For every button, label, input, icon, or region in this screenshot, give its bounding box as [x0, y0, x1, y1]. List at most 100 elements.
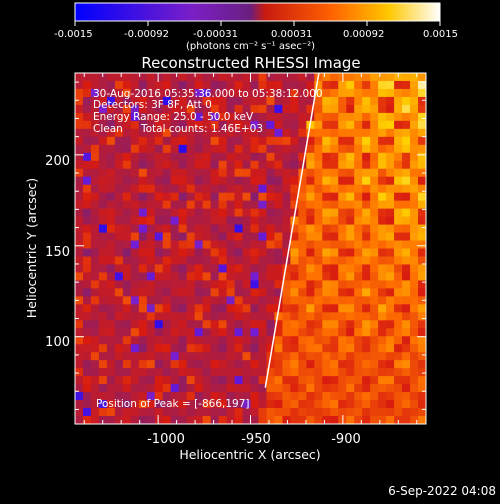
heatmap-cell: [202, 312, 212, 321]
heatmap-cell: [330, 376, 339, 385]
heatmap-cell: [114, 224, 124, 233]
heatmap-cell: [290, 200, 299, 210]
heatmap-cell: [346, 400, 355, 409]
heatmap-cell: [75, 168, 84, 178]
heatmap-cell: [410, 336, 419, 345]
heatmap-cell: [378, 208, 387, 217]
heatmap-cell: [146, 408, 156, 417]
heatmap-cell: [122, 184, 132, 194]
heatmap-cell: [106, 272, 116, 281]
heatmap-cell: [258, 320, 267, 329]
heatmap-cell: [122, 240, 132, 249]
heatmap-cell: [410, 216, 419, 225]
heatmap-cell: [234, 400, 243, 409]
heatmap-cell: [322, 256, 331, 265]
heatmap-cell: [154, 320, 164, 329]
heatmap-cell: [378, 224, 387, 233]
heatmap-cell: [154, 336, 164, 345]
heatmap-cell: [210, 168, 219, 178]
heatmap-cell: [258, 296, 267, 305]
heatmap-cell: [162, 248, 172, 257]
heatmap-cell: [186, 344, 196, 353]
heatmap-cell: [410, 128, 419, 138]
heatmap-cell: [170, 336, 180, 345]
heatmap-cell: [98, 80, 108, 90]
heatmap-cell: [290, 344, 299, 353]
heatmap-cell: [346, 240, 355, 249]
heatmap-cell: [210, 80, 219, 90]
heatmap-cell: [202, 360, 212, 369]
heatmap-cell: [250, 216, 259, 225]
heatmap-cell: [122, 136, 132, 146]
heatmap-cell: [314, 320, 323, 329]
heatmap-cell: [154, 344, 164, 353]
heatmap-cell: [242, 152, 251, 162]
heatmap-cell: [210, 200, 219, 210]
heatmap-cell: [98, 88, 108, 98]
heatmap-cell: [226, 280, 235, 289]
heatmap-cell: [162, 160, 172, 170]
heatmap-cell: [322, 184, 331, 194]
heatmap-cell: [346, 264, 355, 273]
heatmap-cell: [338, 128, 347, 138]
heatmap-cell: [75, 320, 84, 329]
heatmap-cell: [194, 288, 204, 297]
heatmap-cell: [362, 200, 371, 210]
heatmap-cell: [274, 296, 283, 305]
heatmap-cell: [378, 376, 387, 385]
heatmap-cell: [410, 384, 419, 393]
heatmap-cell: [130, 144, 140, 154]
heatmap-cell: [98, 312, 108, 321]
heatmap-cell: [202, 320, 212, 329]
heatmap-cell: [394, 256, 403, 265]
heatmap-cell: [282, 352, 291, 361]
heatmap-cell: [218, 272, 227, 281]
heatmap-cell: [290, 144, 299, 154]
heatmap-cell: [178, 128, 188, 138]
heatmap-cell: [170, 416, 180, 424]
heatmap-cell: [274, 112, 283, 122]
heatmap-cell: [418, 304, 426, 313]
heatmap-cell: [314, 376, 323, 385]
heatmap-cell: [210, 160, 219, 170]
heatmap-cell: [378, 232, 387, 241]
heatmap-cell: [218, 128, 227, 138]
heatmap-cell: [146, 88, 156, 98]
heatmap-cell: [242, 240, 251, 249]
heatmap-cell: [370, 73, 379, 82]
heatmap-cell: [82, 344, 92, 353]
heatmap-cell: [298, 264, 307, 273]
heatmap-cell: [114, 120, 124, 130]
heatmap-cell: [378, 73, 387, 82]
heatmap-cell: [75, 280, 84, 289]
heatmap-cell: [146, 80, 156, 90]
heatmap-cell: [346, 352, 355, 361]
heatmap-cell: [162, 224, 172, 233]
heatmap-cell: [218, 136, 227, 146]
heatmap-cell: [402, 248, 411, 257]
heatmap-cell: [75, 184, 84, 194]
heatmap-cell: [130, 200, 140, 210]
heatmap-cell: [90, 360, 100, 369]
heatmap-cell: [162, 416, 172, 424]
heatmap-cell: [178, 376, 188, 385]
heatmap-cell: [298, 344, 307, 353]
heatmap-cell: [90, 384, 100, 393]
heatmap-cell: [386, 73, 395, 82]
heatmap-cell: [162, 264, 172, 273]
heatmap-cell: [178, 176, 188, 186]
heatmap-cell: [98, 392, 108, 401]
heatmap-cell: [210, 352, 219, 361]
heatmap-cell: [210, 232, 219, 241]
heatmap-cell: [242, 200, 251, 210]
heatmap-cell: [98, 136, 108, 146]
heatmap-cell: [250, 416, 259, 424]
heatmap-cell: [98, 200, 108, 210]
heatmap-cell: [146, 128, 156, 138]
heatmap-cell: [162, 184, 172, 194]
heatmap-cell: [130, 240, 140, 249]
heatmap-cell: [82, 392, 92, 401]
heatmap-cell: [98, 344, 108, 353]
heatmap-cell: [114, 256, 124, 265]
heatmap-cell: [194, 296, 204, 305]
